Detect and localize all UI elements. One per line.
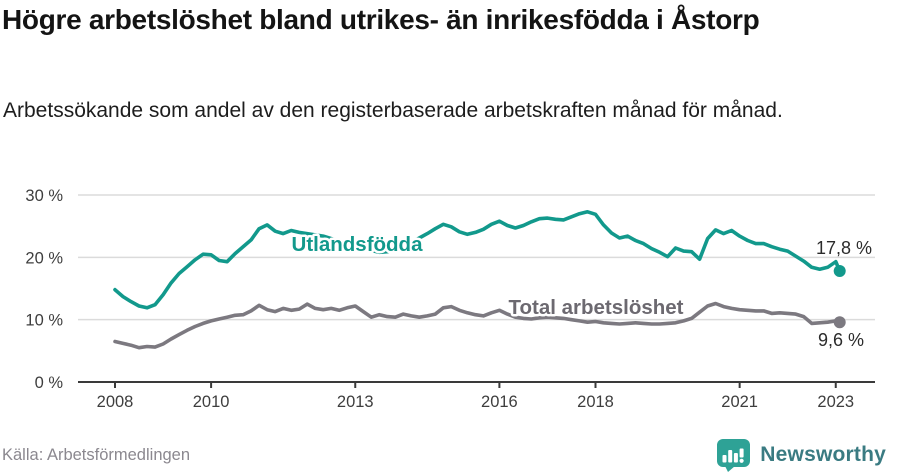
x-tick-label: 2008 [97,393,134,411]
chart-title: Högre arbetslöshet bland utrikes- än inr… [2,4,760,35]
x-tick-label: 2016 [481,393,518,411]
series-end-dot-utlandsfodda [833,265,846,277]
series-end-value-total-arbetsloshet: 9,6 % [818,330,864,350]
chart-footer: Källa: Arbetsförmedlingen Newsworthy [2,436,886,474]
series-end-value-utlandsfodda: 17,8 % [816,238,872,258]
x-tick-label: 2013 [337,393,374,411]
y-tick-label: 30 % [25,187,63,205]
x-tick-label: 2018 [577,393,614,411]
line-chart: 0 % 10 % 20 % 30 % 2008 2010 2013 2016 2018 2021 2… [25,187,875,411]
series-line-total-arbetsloshet [113,301,842,350]
x-tick-label: 2021 [721,393,758,411]
series-end-dot-total-arbetsloshet [833,316,846,329]
x-tick-label: 2023 [817,393,854,411]
y-tick-label: 20 % [25,249,63,267]
series-line-utlandsfodda [113,209,842,310]
newsworthy-wordmark: Newsworthy [760,443,886,466]
newsworthy-speech-bubble-icon [717,438,751,472]
y-tick-label: 10 % [25,312,63,330]
y-tick-label: 0 % [35,374,64,392]
chart-subtitle: Arbetssökande som andel av den registerb… [3,99,783,122]
series-label-total-arbetsloshet: Total arbetslöshet [508,296,683,319]
source-note: Källa: Arbetsförmedlingen [2,445,191,464]
x-tick-label: 2010 [193,393,230,411]
series-label-utlandsfodda: Utlandsfödda [292,233,424,256]
newsworthy-logo: Newsworthy [716,438,886,473]
